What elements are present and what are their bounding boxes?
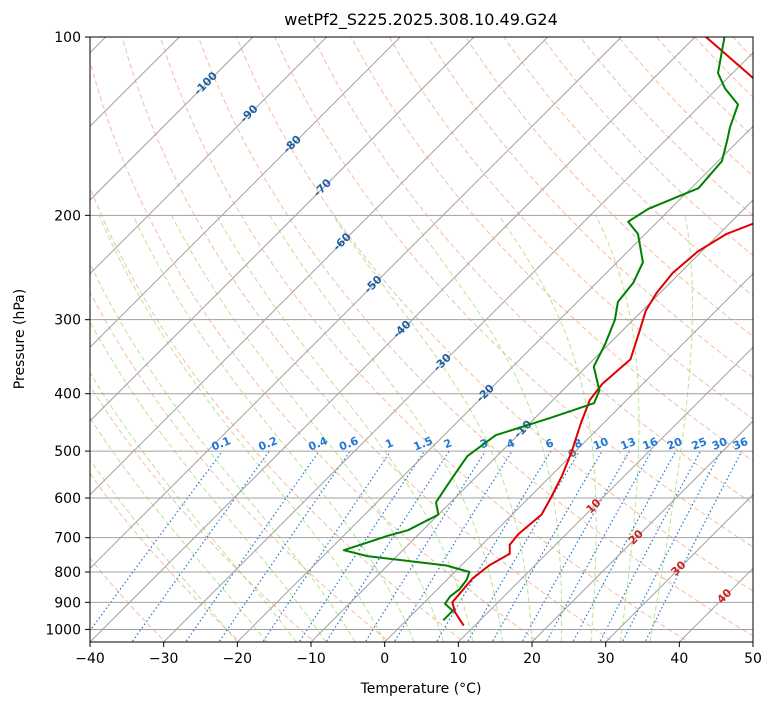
isotherm-line: [90, 37, 401, 349]
y-tick-label: 400: [54, 387, 81, 403]
isotherm-line: [457, 346, 753, 642]
moist-adiabat: [408, 215, 563, 642]
y-tick-label: 500: [54, 444, 81, 460]
x-tick-label: 50: [744, 651, 762, 667]
y-tick-label: 200: [54, 208, 81, 224]
isotherm-line: [531, 420, 753, 642]
chart-title: wetPf2_S225.2025.308.10.49.G24: [284, 10, 558, 30]
moist-adiabat: [498, 215, 597, 642]
moist-adiabat: [132, 215, 415, 642]
moist-adiabat: [90, 371, 297, 642]
isotherm-line: [752, 641, 753, 642]
x-axis-title: Temperature (°C): [360, 681, 482, 697]
x-tick-label: 40: [670, 651, 688, 667]
dry-adiabat: [350, 37, 753, 462]
x-tick-label: 10: [449, 651, 467, 667]
moist-adiabat: [90, 321, 327, 642]
dewpoint-line: [342, 37, 739, 622]
isotherm-line: [90, 37, 549, 496]
mixing-ratio-line: [90, 450, 223, 632]
mixing-ratio-line: [262, 450, 392, 642]
x-tick-label: 20: [523, 651, 541, 667]
dry-adiabat: [90, 384, 316, 642]
x-tick-label: 0: [380, 651, 389, 667]
isotherm-line: [163, 51, 753, 642]
x-tick-label: −10: [296, 651, 326, 667]
dry-adiabat: [465, 37, 753, 338]
moist-adiabat: [269, 215, 503, 642]
mixing-ratio-line: [572, 450, 677, 642]
mixing-ratio-line: [599, 450, 702, 642]
mixing-ratio-line: [218, 450, 351, 642]
x-tick-label: 30: [597, 651, 615, 667]
isotherm-line: [236, 125, 753, 642]
mixing-ratio-label: 2: [442, 436, 454, 451]
plot-background: [90, 37, 753, 642]
moist-adiabat: [595, 215, 640, 642]
mixing-ratio-line: [621, 450, 722, 642]
moist-adiabat: [98, 215, 386, 642]
mixing-ratio-label: 25: [690, 435, 709, 453]
x-axis: −40 −30 −20 −10 0 10 20 30 40 50: [75, 642, 762, 667]
grid-lines: [90, 37, 753, 642]
y-tick-label: 900: [54, 595, 81, 611]
moist-adiabat: [649, 215, 693, 642]
isotherm-line: [90, 37, 328, 275]
isotherm-line: [384, 272, 753, 642]
mixing-ratio-label: 30: [710, 435, 729, 453]
mixing-ratio-line: [131, 450, 270, 642]
moist-adiabat: [90, 459, 238, 642]
y-tick-label: 100: [54, 30, 81, 46]
mixing-ratio-label: 36: [731, 435, 750, 453]
moist-adiabat: [90, 417, 268, 642]
y-tick-label: 600: [54, 491, 81, 507]
y-axis-title: Pressure (hPa): [12, 289, 28, 389]
isotherm-line: [90, 37, 475, 422]
plot-frame: [89, 36, 754, 643]
dry-adiabat: [312, 37, 753, 505]
dry-adiabat: [236, 37, 753, 592]
temperature-line: [451, 37, 753, 627]
dry-adiabat: [274, 37, 753, 548]
isotherm-line: [90, 37, 696, 642]
mixing-ratio-label: 20: [665, 435, 684, 453]
y-tick-label: 800: [54, 565, 81, 581]
y-tick-label: 700: [54, 531, 81, 547]
dry-adiabat: [503, 37, 753, 297]
mixing-ratio-label: 16: [641, 435, 660, 453]
moist-adiabat: [171, 215, 445, 642]
dry-adiabat: [771, 37, 775, 644]
mixing-ratio-label: 8: [572, 436, 584, 451]
dry-adiabat: [90, 59, 540, 642]
series-lines: [342, 37, 753, 627]
dry-adiabat: [198, 37, 753, 637]
mixing-ratio-line: [185, 450, 320, 642]
moist-adiabat: [90, 262, 356, 642]
x-tick-label: −40: [75, 651, 105, 667]
isotherm-line: [90, 37, 254, 201]
x-tick-label: −20: [223, 651, 253, 667]
mixing-ratio-label: 1: [383, 436, 395, 451]
mixing-ratio-line: [298, 450, 425, 642]
y-axis: 100 200 300 400 500 600 700 800 900 1000: [45, 30, 90, 638]
isotherm-line: [90, 37, 622, 570]
y-tick-label: 300: [54, 313, 81, 329]
isotherm-line: [310, 199, 753, 642]
y-tick-label: 1000: [45, 622, 81, 638]
mixing-ratio-label: 10: [591, 435, 610, 453]
dry-adiabat: [388, 37, 753, 420]
mixing-ratio-label: 13: [619, 435, 638, 453]
x-tick-label: −30: [149, 651, 179, 667]
isotherm-line: [605, 493, 753, 642]
mixing-ratio-line: [325, 450, 450, 642]
